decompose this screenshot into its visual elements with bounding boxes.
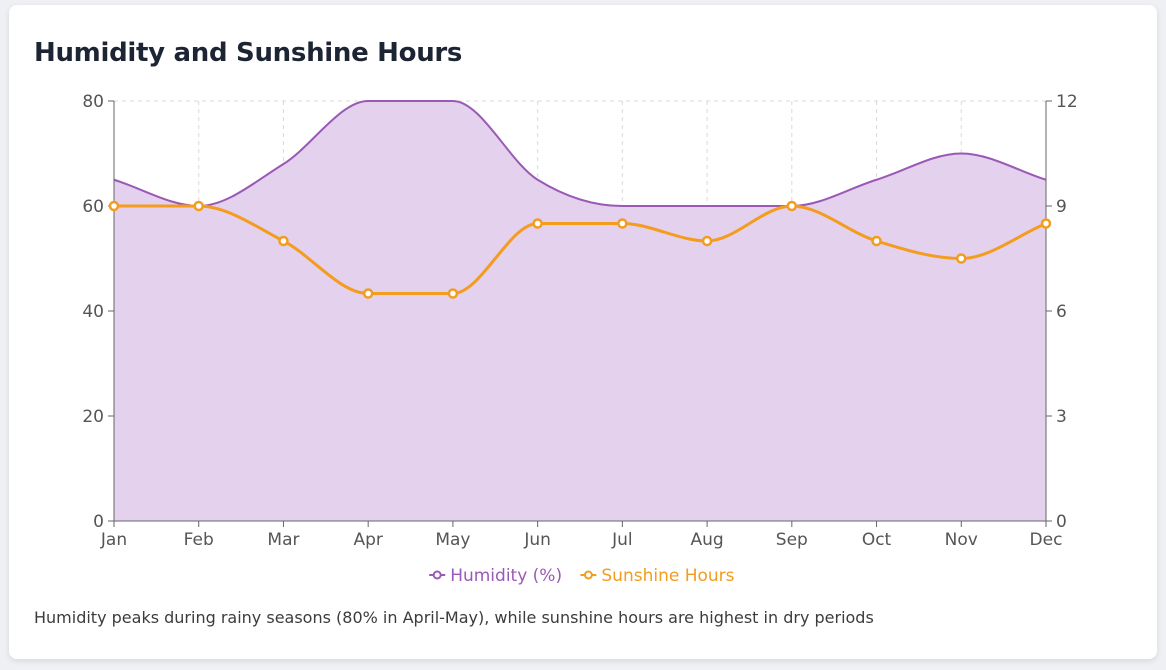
y-left-tick-label: 20: [82, 407, 104, 427]
x-tick-label: Aug: [690, 530, 723, 550]
sunshine-point: [193, 200, 204, 212]
humidity-line: [113, 99, 1047, 208]
sunshine-point: [871, 235, 882, 247]
sunshine-point: [278, 235, 289, 247]
y-right-tick-label: 3: [1056, 407, 1067, 427]
x-tick-label: Sep: [776, 530, 808, 550]
y-right-tick-label: 6: [1056, 302, 1067, 322]
humidity-area: [113, 99, 1047, 521]
legend-entry-label: Sunshine Hours: [601, 566, 734, 586]
legend-swatch-marker: [583, 570, 593, 580]
sunshine-point: [617, 218, 628, 229]
legend: Humidity (%) Sunshine Hours: [429, 566, 735, 586]
x-tick-label: Jun: [523, 530, 551, 550]
x-tick-label: Jan: [100, 530, 127, 550]
y-right-tick-label: 12: [1056, 92, 1078, 112]
sunshine-point: [1040, 218, 1052, 229]
x-tick-label: May: [435, 530, 470, 550]
y-left-tick-label: 60: [82, 197, 104, 217]
y-left-tick-label: 80: [82, 92, 104, 112]
x-tick-label: Oct: [862, 530, 892, 550]
y-left-tick-label: 40: [82, 302, 104, 322]
sunshine-point: [362, 288, 374, 299]
y-right-tick-label: 9: [1056, 197, 1067, 217]
axes: 0 20 40 60 80 0 3 6 9 12 Jan Feb Mar Apr May Jun Jul Aug S…: [82, 92, 1077, 550]
humidity-area-fill: [114, 101, 1046, 521]
sunshine-layer: [108, 200, 1052, 299]
sunshine-point: [447, 288, 459, 299]
legend-swatch-marker: [432, 570, 442, 580]
chart-title: Humidity and Sunshine Hours: [34, 38, 463, 68]
sunshine-point: [786, 200, 798, 212]
x-tick-label: Apr: [353, 530, 382, 550]
y-left-tick-label: 0: [93, 512, 104, 532]
x-tick-label: Dec: [1030, 530, 1063, 550]
x-tick-label: Nov: [945, 530, 978, 550]
x-tick-label: Mar: [267, 530, 299, 550]
sunshine-point: [532, 218, 543, 229]
legend-entry-label: Humidity (%): [450, 566, 562, 586]
y-right-tick-label: 0: [1056, 512, 1067, 532]
x-tick-label: Jul: [611, 530, 633, 550]
x-tick-label: Feb: [184, 530, 214, 550]
sunshine-point: [108, 200, 120, 212]
sunshine-point: [956, 253, 967, 264]
sunshine-point: [701, 235, 713, 247]
chart-caption: Humidity peaks during rainy seasons (80%…: [34, 608, 874, 627]
